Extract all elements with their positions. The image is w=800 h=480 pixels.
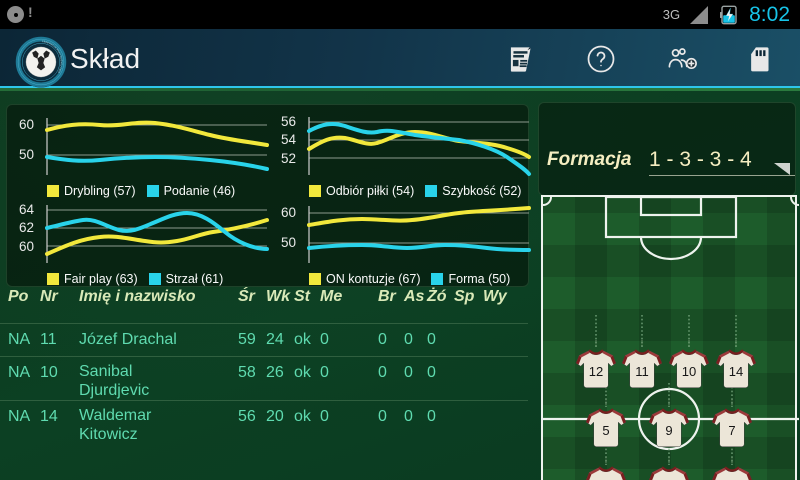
svg-text:10: 10 [682, 364, 696, 379]
svg-text:14: 14 [729, 364, 743, 379]
svg-text:9: 9 [665, 423, 672, 438]
svg-text:7: 7 [728, 423, 735, 438]
svg-text:12: 12 [589, 364, 603, 379]
svg-text:11: 11 [635, 364, 649, 379]
svg-text:5: 5 [602, 423, 609, 438]
